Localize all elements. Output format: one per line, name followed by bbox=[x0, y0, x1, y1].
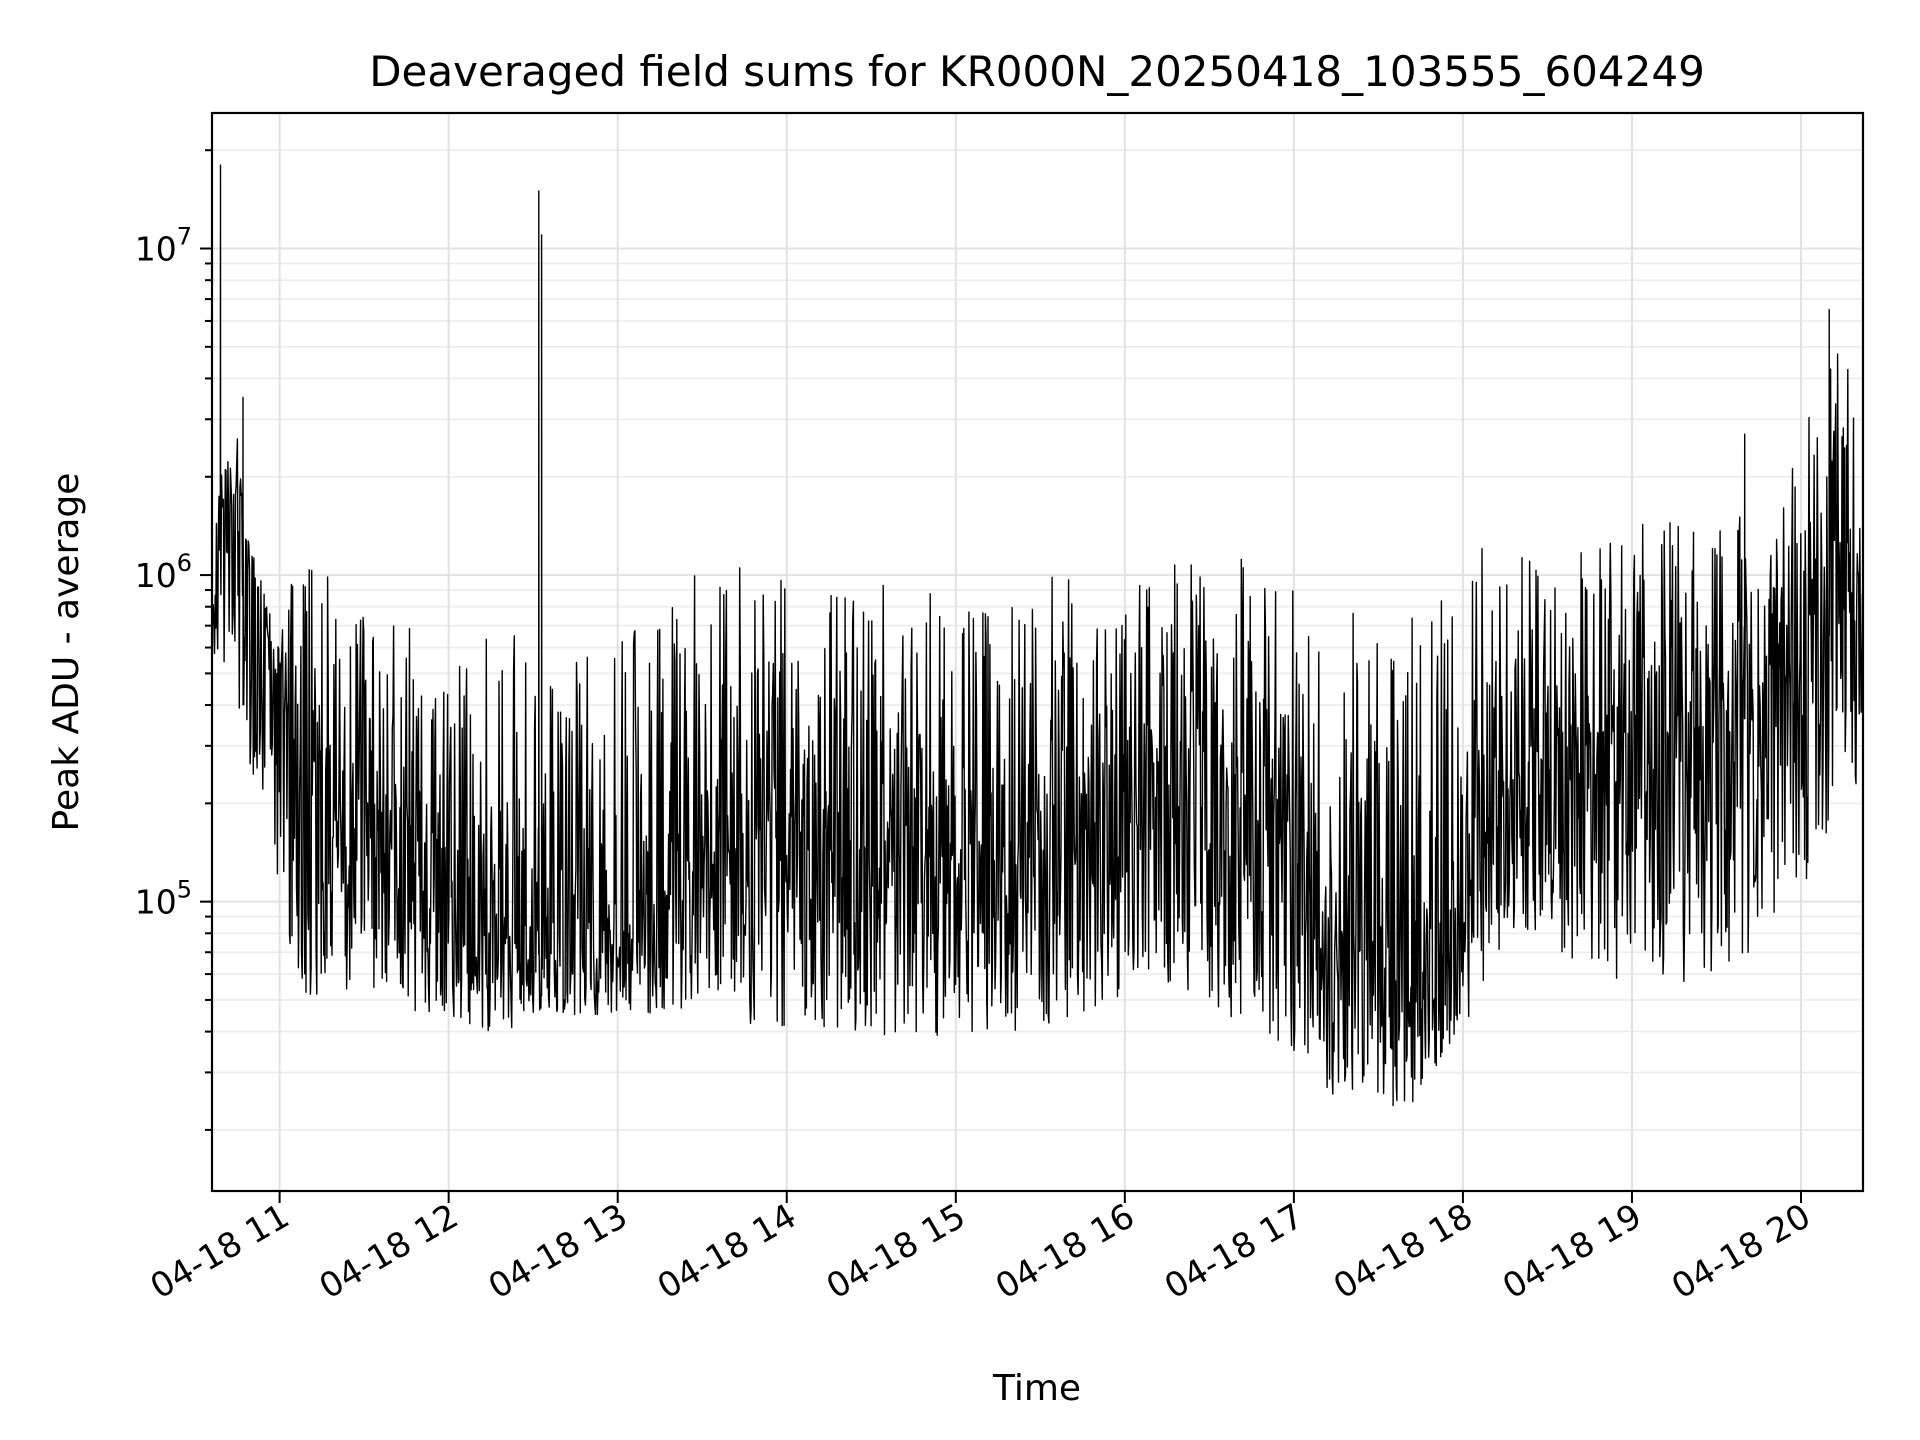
chart-title: Deaveraged field sums for KR000N_2025041… bbox=[369, 47, 1705, 96]
x-axis-label: Time bbox=[992, 1368, 1081, 1409]
y-tick-label: 105 bbox=[135, 876, 192, 922]
series-line bbox=[211, 164, 1864, 1107]
y-tick-label: 106 bbox=[135, 549, 192, 595]
y-axis-label: Peak ADU - average bbox=[46, 473, 87, 832]
y-axis: 105 106 107 bbox=[135, 149, 212, 1131]
plot-frame bbox=[210, 111, 1865, 1193]
series-layer bbox=[211, 164, 1864, 1107]
y-tick-label: 107 bbox=[135, 223, 192, 269]
